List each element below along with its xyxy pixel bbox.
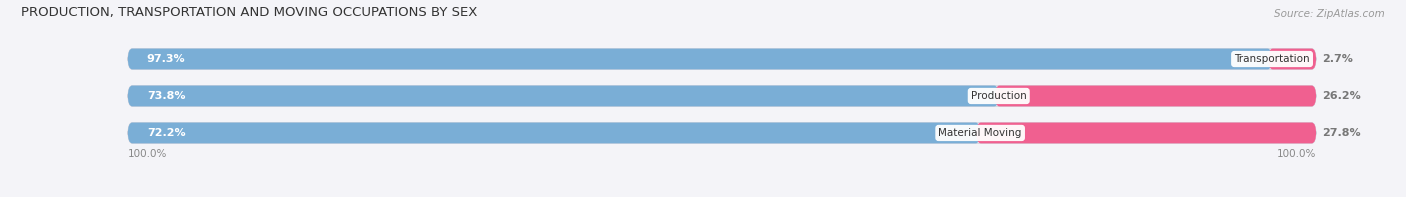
Text: PRODUCTION, TRANSPORTATION AND MOVING OCCUPATIONS BY SEX: PRODUCTION, TRANSPORTATION AND MOVING OC… xyxy=(21,6,477,19)
FancyBboxPatch shape xyxy=(1268,49,1316,69)
Text: 72.2%: 72.2% xyxy=(146,128,186,138)
Text: 73.8%: 73.8% xyxy=(146,91,186,101)
FancyBboxPatch shape xyxy=(128,123,1316,143)
Text: 26.2%: 26.2% xyxy=(1323,91,1361,101)
FancyBboxPatch shape xyxy=(995,85,1316,106)
Text: 97.3%: 97.3% xyxy=(146,54,186,64)
Text: 100.0%: 100.0% xyxy=(128,150,167,159)
FancyBboxPatch shape xyxy=(128,49,1316,69)
FancyBboxPatch shape xyxy=(976,123,1316,143)
FancyBboxPatch shape xyxy=(128,85,998,106)
Text: Transportation: Transportation xyxy=(1234,54,1310,64)
Text: 100.0%: 100.0% xyxy=(1277,150,1316,159)
FancyBboxPatch shape xyxy=(128,85,1316,106)
FancyBboxPatch shape xyxy=(128,123,980,143)
Text: Source: ZipAtlas.com: Source: ZipAtlas.com xyxy=(1274,9,1385,19)
Text: Production: Production xyxy=(972,91,1026,101)
Text: Material Moving: Material Moving xyxy=(938,128,1022,138)
FancyBboxPatch shape xyxy=(128,49,1272,69)
Text: 2.7%: 2.7% xyxy=(1323,54,1354,64)
Text: 27.8%: 27.8% xyxy=(1323,128,1361,138)
